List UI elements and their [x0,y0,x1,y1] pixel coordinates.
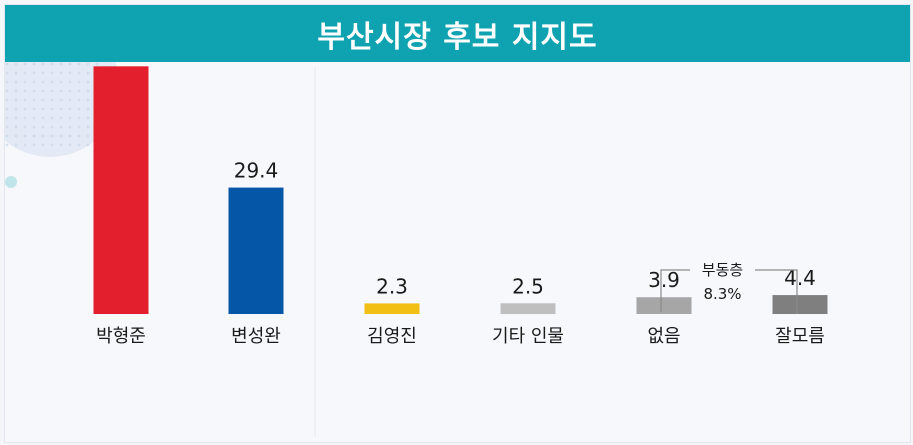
annotation-label: 부동층 [702,261,743,279]
bar-value-label-3: 2.3 [376,274,408,298]
category-label-4: 기타 인물 [492,326,564,347]
category-label-1: 박형준 [96,326,146,347]
category-label-2: 변성완 [231,326,281,347]
decor-dots [5,62,100,152]
category-label-5: 없음 [647,326,680,347]
category-label-6: 잘모름 [775,326,825,347]
bar-3 [364,303,420,314]
bar-1 [93,66,149,314]
annotation-bracket-right [755,269,798,314]
bar-6 [772,295,828,314]
bar-5 [636,297,692,314]
bar-4 [500,303,556,314]
bar-value-label-2: 29.4 [234,159,279,183]
bar-2 [228,187,284,314]
annotation-bracket-left [660,269,690,312]
decor-dot [5,176,17,188]
annotation-value: 8.3% [703,285,741,303]
title-bar: 부산시장 후보 지지도 [5,5,910,62]
category-label-3: 김영진 [367,326,417,347]
bar-value-label-4: 2.5 [512,274,544,298]
decorative-background [5,62,316,437]
chart-title: 부산시장 후보 지지도 [317,19,598,55]
bar-value-label-5: 3.9 [648,268,680,292]
